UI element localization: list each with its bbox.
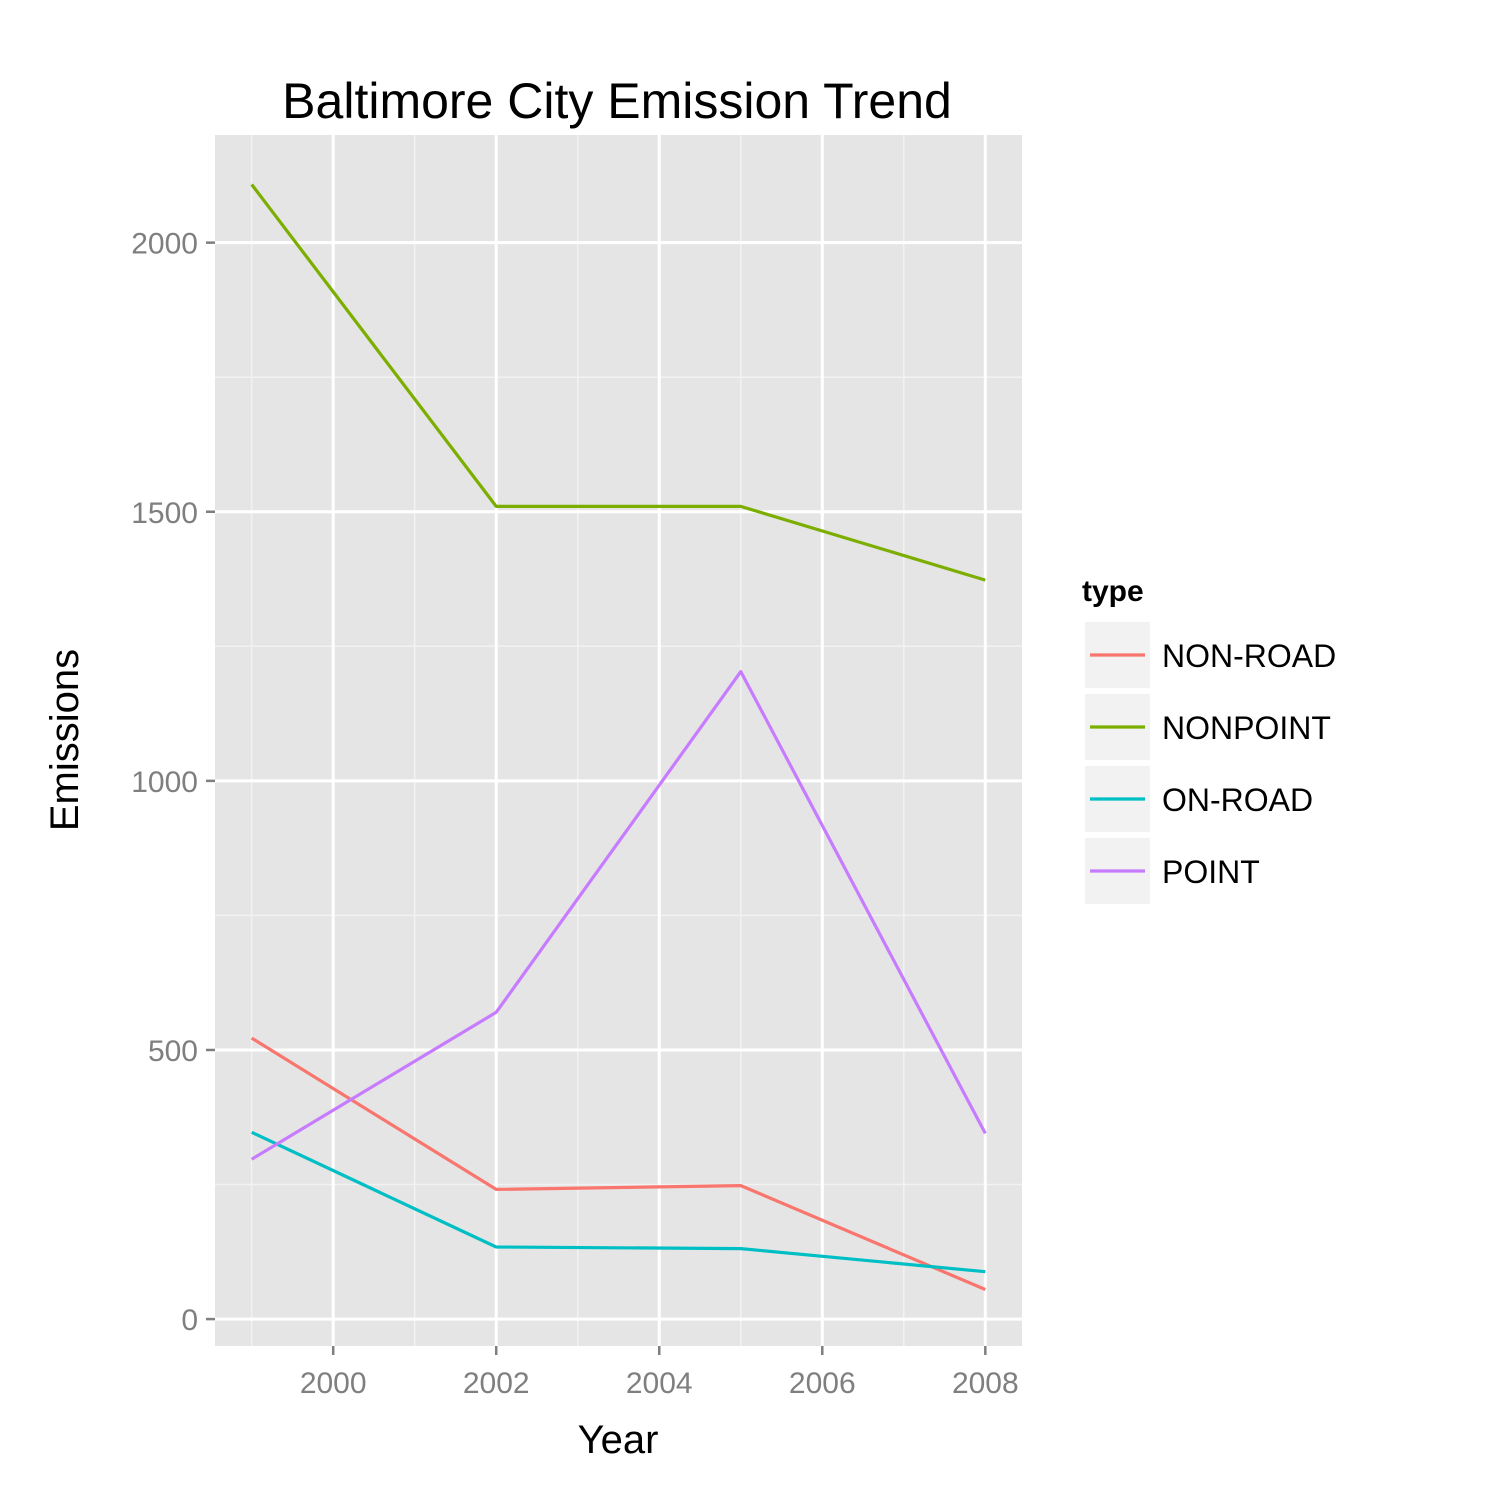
x-tick-label: 2002: [463, 1367, 530, 1400]
legend-title: type: [1082, 575, 1144, 608]
grid-major: [215, 135, 1022, 1346]
y-axis-title: Emissions: [43, 649, 87, 831]
x-tick-label: 2004: [626, 1367, 693, 1400]
series-line-on-road: [251, 1130, 986, 1274]
legend: type NON-ROAD NONPOINT ON-ROAD POINT: [1082, 575, 1336, 906]
chart-title: Baltimore City Emission Trend: [282, 73, 952, 129]
x-tick-label: 2008: [952, 1367, 1019, 1400]
series-lines: [250, 183, 987, 1291]
x-axis-title: Year: [578, 1418, 659, 1462]
series-line-non-road: [250, 1036, 986, 1291]
plot-panel: [215, 135, 1022, 1346]
series-line-nonpoint: [250, 183, 986, 582]
x-tick-label: 2000: [300, 1367, 367, 1400]
y-tick-label: 1500: [131, 497, 198, 530]
y-tick-label: 500: [148, 1035, 198, 1068]
legend-label: NON-ROAD: [1162, 638, 1336, 674]
y-tick-label: 0: [181, 1304, 198, 1337]
grid-minor: [215, 135, 1022, 1346]
series-line-point: [250, 669, 987, 1161]
x-axis: 2000 2002 2004 2006 2008: [300, 1346, 1019, 1400]
y-axis: 0 500 1000 1500 2000: [131, 228, 215, 1337]
y-tick-label: 1000: [131, 766, 198, 799]
legend-label: NONPOINT: [1162, 710, 1331, 746]
y-tick-label: 2000: [131, 228, 198, 261]
legend-label: POINT: [1162, 854, 1260, 890]
legend-label: ON-ROAD: [1162, 782, 1313, 818]
x-tick-label: 2006: [789, 1367, 856, 1400]
